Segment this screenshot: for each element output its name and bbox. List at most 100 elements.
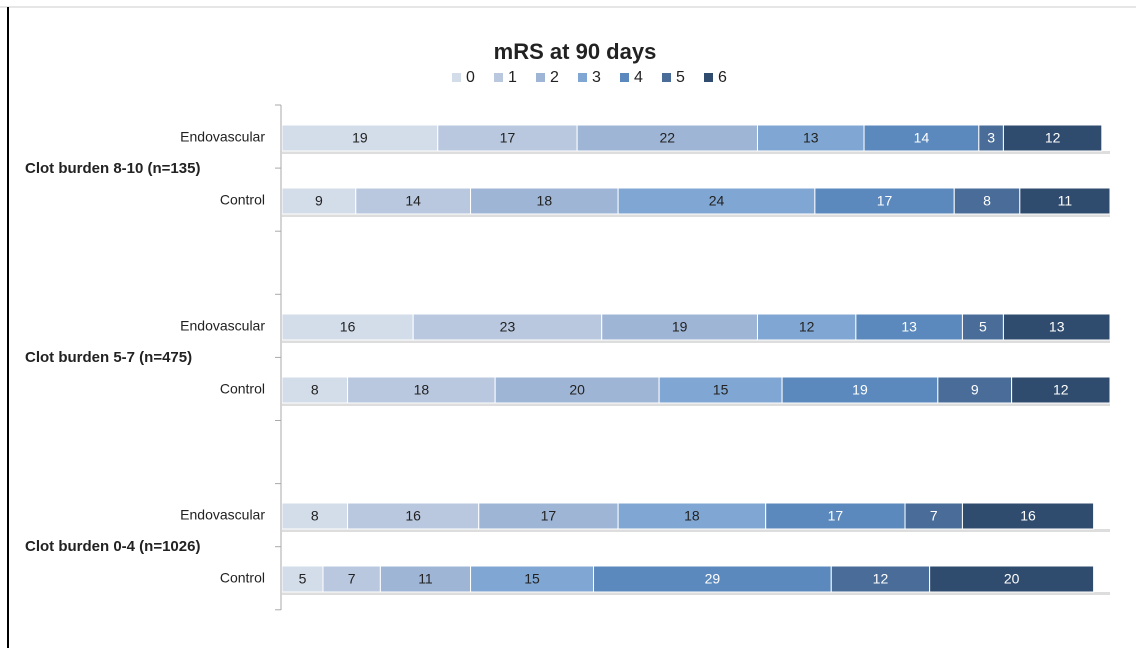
legend-label: 6 [718, 69, 727, 86]
bar-segment [929, 565, 1095, 593]
value-label: 8 [311, 508, 319, 524]
category-label: Control [220, 192, 265, 208]
value-label: 15 [713, 382, 729, 398]
legend-label: 3 [592, 69, 601, 86]
bar-segment [904, 502, 963, 530]
legend-swatch [662, 73, 671, 82]
value-label: 13 [803, 130, 819, 146]
bar-shadow [282, 403, 1110, 406]
legend-swatch [494, 73, 503, 82]
bar-segment [781, 376, 939, 404]
value-label: 20 [1004, 571, 1020, 587]
bar-segment [601, 313, 758, 341]
bar-shadow [282, 151, 1110, 154]
value-label: 18 [684, 508, 700, 524]
value-label: 7 [930, 508, 938, 524]
chart-title: mRS at 90 days [494, 39, 657, 64]
legend-swatch [620, 73, 629, 82]
category-label: Endovascular [180, 129, 265, 145]
group-label: Clot burden 5-7 (n=475) [25, 349, 192, 366]
value-label: 16 [1020, 508, 1036, 524]
bar-segment [322, 565, 381, 593]
legend-label: 0 [466, 69, 475, 86]
bar-segment [281, 187, 357, 215]
bar-segment [863, 124, 980, 152]
bar-segment [765, 502, 906, 530]
value-label: 8 [983, 193, 991, 209]
value-label: 14 [914, 130, 930, 146]
bar-shadow [282, 340, 1110, 343]
legend-label: 1 [508, 69, 517, 86]
bar-segment [347, 376, 496, 404]
value-label: 13 [901, 319, 917, 335]
value-label: 5 [979, 319, 987, 335]
bar-segment [756, 313, 857, 341]
value-label: 5 [299, 571, 307, 587]
value-label: 23 [500, 319, 516, 335]
value-label: 15 [524, 571, 540, 587]
bar-segment [1011, 376, 1111, 404]
value-label: 12 [1045, 130, 1061, 146]
bar-segment [494, 376, 660, 404]
value-label: 3 [987, 130, 995, 146]
bar-segment [1002, 313, 1111, 341]
value-label: 16 [340, 319, 356, 335]
bar-segment [617, 502, 767, 530]
bar-segment [961, 313, 1004, 341]
bar-shadow [282, 592, 1110, 595]
bar-segment [961, 502, 1095, 530]
value-label: 19 [352, 130, 368, 146]
value-label: 11 [1058, 193, 1073, 209]
bar-segment [1019, 187, 1111, 215]
legend-label: 4 [634, 69, 643, 86]
legend-label: 5 [676, 69, 685, 86]
bar-segment [937, 376, 1013, 404]
value-label: 13 [1049, 319, 1065, 335]
value-label: 17 [828, 508, 844, 524]
value-label: 24 [709, 193, 725, 209]
bar-segment [470, 187, 619, 215]
value-label: 19 [852, 382, 868, 398]
value-label: 12 [873, 571, 889, 587]
value-label: 29 [705, 571, 721, 587]
legend-swatch [704, 73, 713, 82]
bar-segment [355, 187, 472, 215]
value-label: 17 [877, 193, 893, 209]
value-label: 17 [541, 508, 557, 524]
bar-segment [281, 313, 414, 341]
value-label: 14 [405, 193, 421, 209]
legend-swatch [536, 73, 545, 82]
bar-segment [347, 502, 480, 530]
bar-segment [281, 376, 349, 404]
value-label: 19 [672, 319, 688, 335]
bar-shadow [282, 214, 1110, 217]
value-label: 9 [971, 382, 979, 398]
legend-swatch [452, 73, 461, 82]
category-label: Control [220, 570, 265, 586]
value-label: 9 [315, 193, 323, 209]
value-label: 18 [414, 382, 430, 398]
value-label: 11 [418, 571, 433, 587]
group-label: Clot burden 8-10 (n=135) [25, 160, 200, 177]
bar-segment [412, 313, 603, 341]
value-label: 12 [799, 319, 815, 335]
category-label: Endovascular [180, 507, 265, 523]
category-label: Control [220, 381, 265, 397]
value-label: 18 [537, 193, 553, 209]
bar-segment [855, 313, 963, 341]
legend-swatch [578, 73, 587, 82]
value-label: 12 [1053, 382, 1069, 398]
value-label: 17 [500, 130, 516, 146]
bar-segment [978, 124, 1004, 152]
value-label: 8 [311, 382, 319, 398]
value-label: 7 [348, 571, 356, 587]
bar-segment [658, 376, 783, 404]
value-label: 22 [660, 130, 676, 146]
bar-shadow [282, 529, 1110, 532]
category-label: Endovascular [180, 318, 265, 334]
value-label: 20 [569, 382, 585, 398]
legend-label: 2 [550, 69, 559, 86]
bar-segment [617, 187, 816, 215]
bar-segment [1002, 124, 1103, 152]
